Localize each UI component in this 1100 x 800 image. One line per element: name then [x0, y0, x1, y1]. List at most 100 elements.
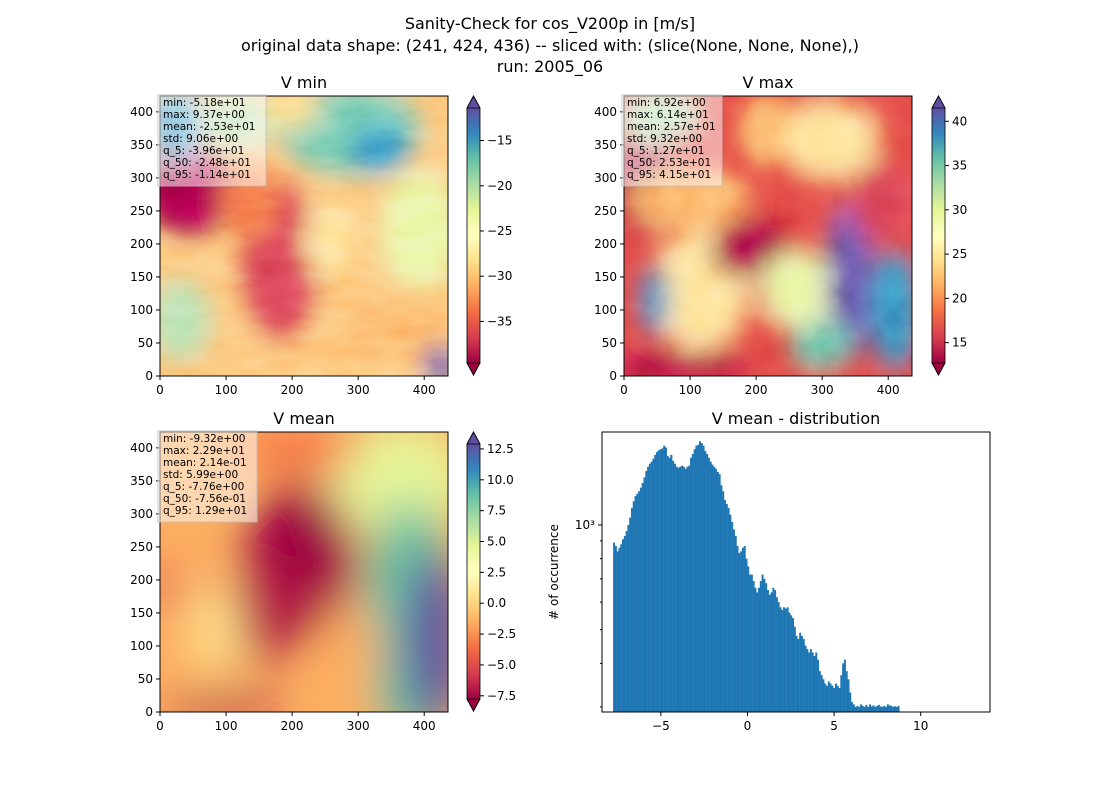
histogram-bar — [756, 592, 759, 712]
histogram-bar — [750, 574, 753, 712]
histogram-bar — [656, 452, 659, 712]
y-tick-label: 150 — [594, 270, 617, 284]
histogram-bar — [852, 704, 855, 712]
histogram-bar — [865, 704, 868, 712]
histogram-bar — [879, 706, 882, 712]
axes-frame — [159, 431, 449, 713]
histogram-bar — [731, 521, 734, 712]
histogram-bar — [654, 454, 657, 712]
histogram-bar — [892, 706, 895, 712]
histogram-bar — [636, 493, 639, 712]
x-tick-label: 100 — [679, 383, 702, 397]
stats-line: max: 6.14e+01 — [627, 109, 709, 121]
histogram-bar — [845, 671, 848, 712]
x-tick-label: 0 — [156, 719, 164, 733]
histogram-bar — [854, 706, 857, 712]
y-tick-label: 100 — [594, 303, 617, 317]
y-tick-label: 400 — [130, 441, 153, 455]
histogram-axes: −5 0 5 10 10³ — [575, 518, 928, 733]
histogram-bar — [758, 587, 761, 712]
histogram-bar — [639, 487, 642, 712]
colorbar-extend-top — [466, 431, 481, 445]
y-tick-label: 350 — [130, 474, 153, 488]
histogram-bar — [886, 704, 889, 712]
histogram-bar — [630, 507, 633, 712]
y-tick-label: 400 — [594, 105, 617, 119]
y-tick-label: 350 — [130, 138, 153, 152]
histogram-bar — [802, 639, 805, 712]
stats-line: q_95: 4.15e+01 — [627, 169, 711, 181]
stats-line: mean: 2.14e-01 — [163, 457, 247, 469]
histogram-bar — [822, 679, 825, 712]
histogram-bar — [648, 463, 651, 712]
y-tick-label: 50 — [138, 336, 153, 350]
histogram-bar — [697, 444, 700, 712]
histogram-bar — [632, 501, 635, 712]
histogram-bar — [809, 649, 812, 712]
histogram-bar — [681, 465, 684, 712]
histogram-bar — [729, 514, 732, 712]
colorbar: 15 20 25 30 35 40 — [931, 95, 967, 376]
histogram-bar — [659, 449, 662, 712]
colorbar-gradient — [932, 108, 945, 363]
colorbar-tick-label: 5.0 — [487, 535, 506, 549]
histogram-bar — [673, 463, 676, 712]
histogram-bar — [620, 544, 623, 712]
stats-line: q_95: 1.29e+01 — [163, 505, 247, 517]
y-tick-label: 200 — [130, 573, 153, 587]
histogram-bar — [715, 468, 718, 712]
histogram-bar — [666, 455, 669, 712]
histogram-bar — [759, 581, 762, 712]
histogram-bar — [724, 499, 727, 712]
histogram-bar — [691, 453, 694, 712]
histogram-bar — [840, 675, 843, 712]
stats-line: min: 6.92e+00 — [627, 97, 706, 109]
y-tick-label: 50 — [602, 336, 617, 350]
histogram-bar — [663, 445, 666, 712]
histogram-bar — [770, 592, 773, 712]
histogram-bar — [829, 683, 832, 712]
stats-line: min: -5.18e+01 — [163, 97, 245, 109]
histogram-bar — [647, 466, 650, 712]
histogram-bar — [781, 609, 784, 712]
heatmap-axes: 0 100 200 300 400 0 50 100 150 200 250 300 350 400 — [594, 105, 900, 397]
y-tick-label: 300 — [594, 171, 617, 185]
histogram-bar — [684, 468, 687, 712]
histogram-bar — [824, 683, 827, 712]
histogram-bar — [804, 645, 807, 712]
colorbar-extend-top — [931, 95, 946, 109]
histogram-bar — [847, 679, 850, 712]
histogram-bar — [718, 474, 721, 712]
x-tick-label: 100 — [215, 383, 238, 397]
histogram-bar — [867, 706, 870, 712]
histogram-bar — [652, 458, 655, 712]
y-tick-label: 250 — [594, 204, 617, 218]
stats-line: max: 9.37e+00 — [163, 109, 245, 121]
colorbar-gradient — [467, 108, 480, 363]
histogram-bar — [813, 656, 816, 712]
stats-line: mean: 2.57e+01 — [627, 121, 716, 133]
histogram-bar — [749, 574, 752, 712]
histogram-bar — [817, 659, 820, 712]
panel-title: V mean - distribution — [712, 409, 881, 428]
colorbar-tick-label: 35 — [952, 159, 967, 173]
colorbar-tick-label: 20 — [952, 291, 967, 305]
stats-line: max: 2.29e+01 — [163, 445, 245, 457]
histogram-bar — [618, 547, 621, 712]
colorbar-outline — [466, 431, 481, 712]
histogram-bar — [716, 471, 719, 712]
histogram-bar — [743, 545, 746, 712]
colorbar-tick-label: 7.5 — [487, 504, 506, 518]
figure-title-line-3: run: 2005_06 — [497, 57, 603, 77]
histogram-bar — [797, 639, 800, 712]
histogram-bar — [863, 706, 866, 712]
panel-v-max: V max 0 100 200 300 400 0 50 100 15 — [594, 73, 967, 397]
x-tick-label: 300 — [347, 719, 370, 733]
stats-line: q_95: -1.14e+01 — [163, 169, 251, 181]
histogram-bar — [881, 706, 884, 712]
x-tick-label: 200 — [745, 383, 768, 397]
histogram-bar — [702, 445, 705, 712]
colorbar-outline — [931, 95, 946, 376]
histogram-bar — [868, 704, 871, 712]
